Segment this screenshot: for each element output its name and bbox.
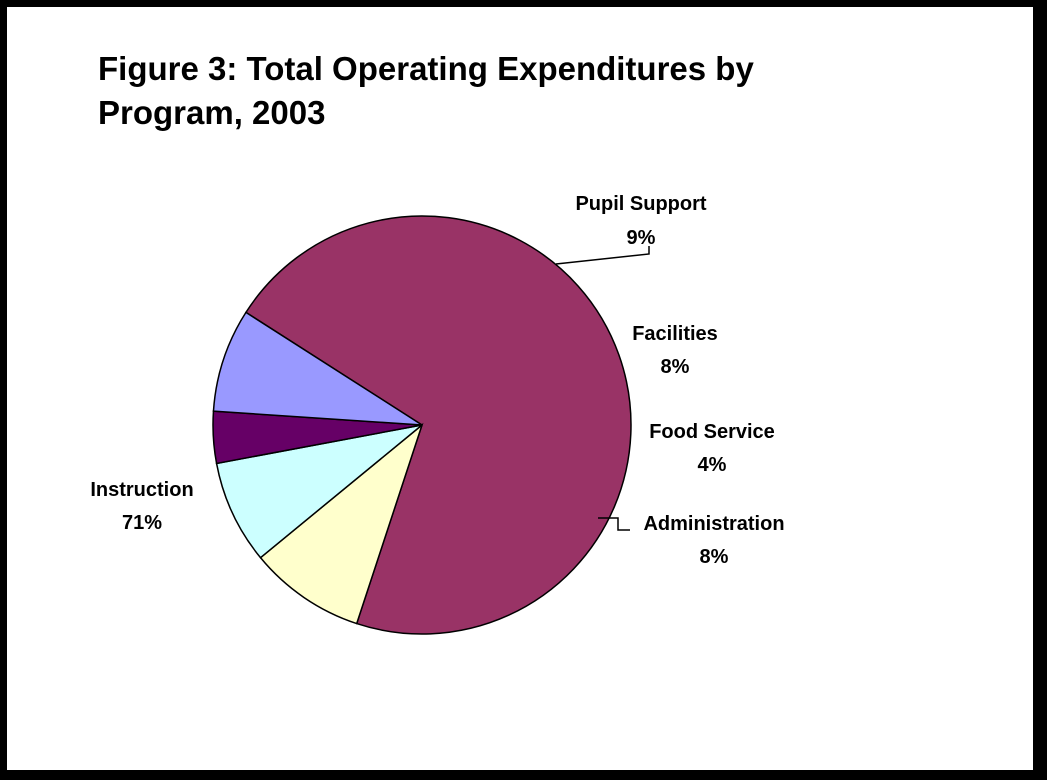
label-administration: Administration <box>643 513 784 535</box>
label-pupil-support-pct: 9% <box>627 227 656 249</box>
leader-lines <box>555 246 650 531</box>
leader-line-pupil-support <box>555 246 650 265</box>
label-administration-pct: 8% <box>700 546 729 568</box>
pie-slices <box>212 215 632 635</box>
label-facilities-pct: 8% <box>661 356 690 378</box>
pie-slice-pupil-support <box>259 422 424 625</box>
label-instruction: Instruction <box>90 479 193 501</box>
label-food-service: Food Service <box>649 421 775 443</box>
chart-title: Figure 3: Total Operating Expenditures b… <box>98 50 754 131</box>
label-food-service-pct: 4% <box>698 454 727 476</box>
label-facilities: Facilities <box>632 323 718 345</box>
label-instruction-pct: 71% <box>122 512 162 534</box>
pie-slice-administration <box>212 311 423 426</box>
pie-slice-instruction <box>244 215 632 635</box>
pie-slice-facilities <box>215 424 423 559</box>
label-pupil-support: Pupil Support <box>575 193 706 215</box>
leader-line-administration <box>598 517 630 531</box>
